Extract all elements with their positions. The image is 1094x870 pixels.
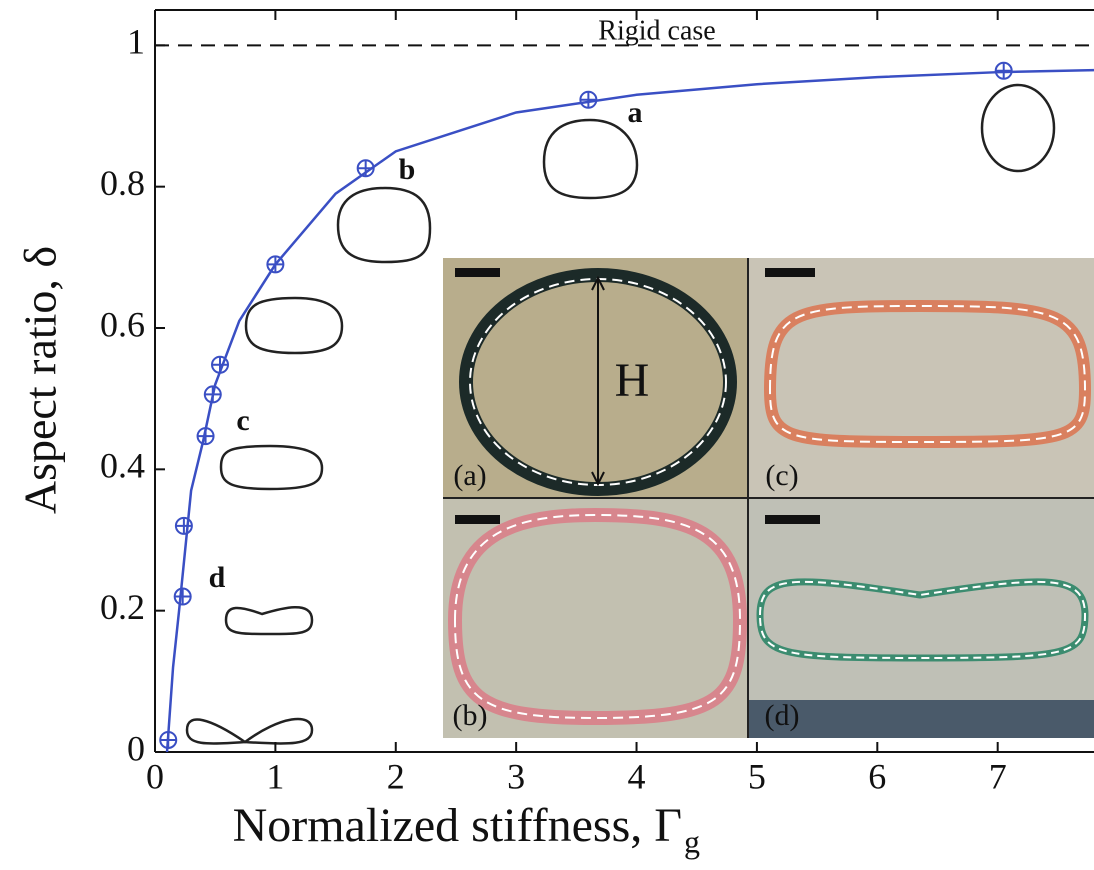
annotation: a	[628, 96, 643, 129]
annotation: c	[236, 404, 249, 437]
y-tick-label: 0.2	[100, 587, 145, 627]
inset-label: (d)	[765, 699, 800, 732]
data-point	[196, 427, 215, 446]
marker-plus	[174, 588, 191, 605]
annotation: Rigid case	[598, 15, 715, 46]
marker-plus	[197, 428, 214, 445]
inset-label: (a)	[453, 459, 486, 492]
inset-label: (b)	[453, 699, 488, 732]
scale-bar	[455, 268, 500, 277]
data-point	[266, 255, 285, 274]
marker-plus	[580, 91, 597, 108]
shape	[244, 296, 344, 355]
data-point	[173, 587, 192, 606]
x-tick-label: 0	[146, 756, 164, 796]
data-point	[174, 516, 193, 535]
marker-plus	[357, 160, 374, 177]
marker-plus	[160, 731, 177, 748]
x-axis-label: Normalized stiffness, Γ	[233, 799, 682, 852]
marker-plus	[212, 356, 229, 373]
marker-plus	[267, 256, 284, 273]
ring-a	[459, 268, 737, 496]
annotation: d	[209, 561, 226, 594]
marker-plus	[175, 517, 192, 534]
y-tick-label: 1	[127, 22, 145, 62]
contour-b	[453, 513, 742, 720]
contour-c	[768, 304, 1087, 444]
marker-plus	[995, 62, 1012, 79]
marker-plus	[204, 386, 221, 403]
shape	[542, 118, 639, 200]
data-point	[211, 355, 230, 374]
y-axis-label: Aspect ratio, δ	[15, 246, 66, 514]
data-point	[994, 61, 1013, 80]
shape	[219, 444, 324, 491]
photo-d-floor	[748, 700, 1094, 738]
inset	[443, 258, 1094, 738]
scale-bar	[765, 268, 815, 277]
fit-curve	[165, 68, 1094, 752]
shape	[336, 186, 432, 264]
data-point	[579, 90, 598, 109]
photo-c	[748, 258, 1094, 498]
x-axis-label-subscript: g	[684, 823, 700, 859]
shape-outlines	[185, 83, 1056, 745]
y-tick-label: 0	[127, 728, 145, 768]
inset-label: (c)	[765, 459, 798, 492]
shape	[224, 606, 314, 636]
x-tick-label: 6	[868, 756, 886, 796]
scale-bar	[455, 515, 500, 524]
photo-a	[443, 258, 748, 498]
plot-area	[159, 61, 1094, 752]
data-point	[356, 159, 375, 178]
y-tick-label: 0.6	[100, 304, 145, 344]
x-tick-label: 7	[989, 756, 1007, 796]
arrow-heads	[591, 275, 605, 487]
inset-label: H	[615, 354, 650, 407]
shape	[980, 83, 1056, 173]
shape	[185, 717, 314, 745]
x-tick-label: 1	[266, 756, 284, 796]
x-tick-label: 3	[507, 756, 525, 796]
data-point	[159, 730, 178, 749]
contour-d	[758, 580, 1087, 660]
data-point	[203, 385, 222, 404]
x-tick-label: 4	[628, 756, 646, 796]
x-tick-label: 2	[387, 756, 405, 796]
annotation: b	[399, 153, 416, 186]
y-tick-label: 0.8	[100, 163, 145, 203]
y-tick-label: 0.4	[100, 446, 145, 486]
x-tick-label: 5	[748, 756, 766, 796]
scale-bar	[765, 515, 820, 524]
photo-d	[748, 498, 1094, 738]
